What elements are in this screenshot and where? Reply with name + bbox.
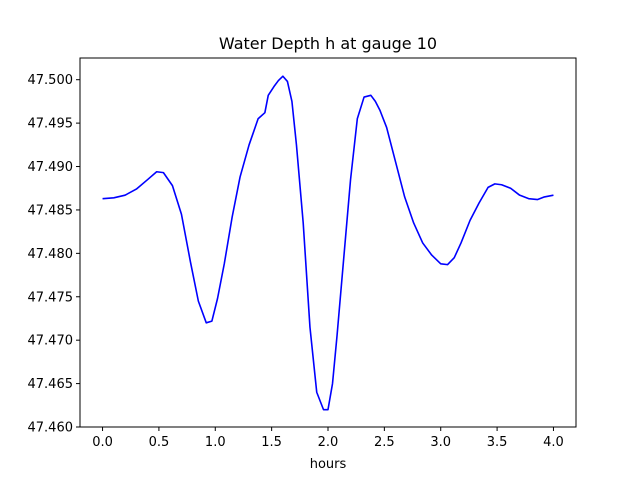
y-tick-label: 47.490 bbox=[28, 160, 74, 175]
x-tick-label: 0.0 bbox=[92, 435, 113, 450]
y-tick-label: 47.460 bbox=[28, 421, 74, 436]
x-tick-label: 3.0 bbox=[430, 435, 451, 450]
series-line bbox=[102, 75, 554, 411]
y-tick-label: 47.465 bbox=[28, 377, 74, 392]
x-tick-label: 0.5 bbox=[149, 435, 170, 450]
y-tick-label: 47.495 bbox=[28, 117, 74, 132]
y-axis-ticks: 47.460 47.465 47.470 47.475 47.480 47.485 47.4… bbox=[28, 73, 80, 436]
y-tick-label: 47.480 bbox=[28, 247, 74, 262]
x-tick-label: 2.5 bbox=[374, 435, 395, 450]
x-tick-label: 1.0 bbox=[205, 435, 226, 450]
y-tick-label: 47.470 bbox=[28, 334, 74, 349]
x-tick-label: 1.5 bbox=[261, 435, 282, 450]
y-tick-label: 47.475 bbox=[28, 290, 74, 305]
y-tick-label: 47.500 bbox=[28, 73, 74, 88]
x-axis-label: hours bbox=[310, 457, 347, 472]
x-axis-ticks: 0.0 0.5 1.0 1.5 2.0 2.5 3.0 3.5 4.0 bbox=[92, 427, 564, 450]
x-tick-label: 2.0 bbox=[318, 435, 339, 450]
x-tick-label: 4.0 bbox=[543, 435, 564, 450]
y-tick-label: 47.485 bbox=[28, 203, 74, 218]
plot-area-frame bbox=[79, 57, 577, 428]
x-tick-label: 3.5 bbox=[487, 435, 508, 450]
chart-title: Water Depth h at gauge 10 bbox=[219, 34, 437, 53]
